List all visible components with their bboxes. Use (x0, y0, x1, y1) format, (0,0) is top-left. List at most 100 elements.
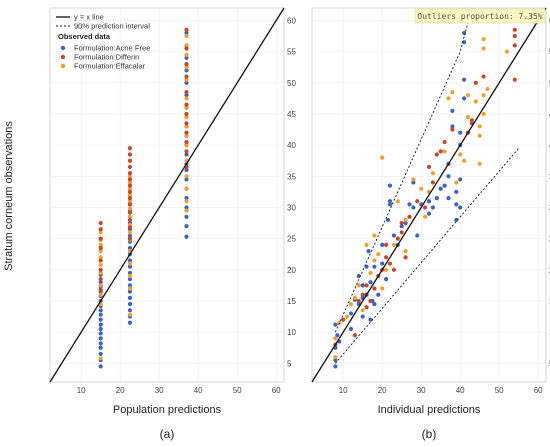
panel-b-point-differin (450, 127, 455, 132)
panel-b-point-differin (407, 214, 412, 219)
panel-a-point-differin (184, 74, 189, 79)
panel-b-point-differin (415, 199, 420, 204)
panel-b-point-effacalar (423, 214, 428, 219)
panel-a-point-differin (184, 121, 189, 126)
panel-a-point-effacalar (127, 206, 133, 211)
panel-a-point-effacalar (184, 124, 189, 129)
panel-a-point-acne-free (98, 364, 103, 369)
panel-b-point-differin (512, 77, 517, 82)
panel-a-identity-line (49, 7, 285, 383)
panel-b-point-acne-free (462, 77, 467, 82)
panel-b-point-effacalar (481, 46, 486, 51)
panel-b-identity-line (311, 7, 547, 383)
panel-a-point-differin (98, 227, 103, 232)
panel-b-point-acne-free (333, 364, 338, 369)
panel-b-x-tick-label: 10 (339, 386, 348, 395)
panel-b-point-acne-free (387, 199, 393, 204)
panel-a-point-acne-free (127, 277, 133, 282)
panel-a-point-effacalar (184, 33, 189, 39)
panel-b-x-tick-label: 20 (378, 386, 387, 395)
legend-line-label: y = x line (74, 13, 104, 22)
panel-b-point-acne-free (411, 205, 416, 210)
panel-a-point-effacalar (127, 192, 133, 198)
panel-a-point-differin (184, 111, 189, 117)
panel-b-point-acne-free (380, 242, 385, 247)
panel-b-point-differin (442, 139, 447, 145)
panel-a-point-acne-free (98, 308, 103, 313)
panel-a-ticks: 5 10 15 20 25 30 35 40 45 50 55 60 10 20 30 40 50 60 (77, 16, 297, 395)
panel-b-point-acne-free (454, 217, 459, 223)
panel-b-point-effacalar (430, 171, 435, 176)
panel-a-point-acne-free (184, 68, 189, 73)
panel-a-point-acne-free (127, 270, 133, 276)
panel-a-x-tick-label: 60 (272, 386, 281, 395)
panel-a-point-effacalar (98, 262, 103, 267)
panel-a-point-acne-free (98, 341, 103, 346)
panel-b-point-acne-free (462, 30, 467, 36)
panel-a-point-acne-free (98, 317, 103, 322)
panel-b-point-effacalar (454, 180, 459, 185)
panel-a-point-acne-free (184, 234, 189, 239)
panel-a-point-effacalar (127, 174, 133, 179)
panel-a-point-differin (127, 202, 133, 207)
panel-b-point-effacalar (372, 233, 377, 238)
panel-b-point-acne-free (384, 277, 389, 282)
panel-a-point-acne-free (98, 345, 103, 350)
panel-a-point-effacalar (184, 77, 189, 82)
legend: y = x line 90% prediction interval Obser… (56, 13, 150, 71)
panel-a-point-acne-free (184, 177, 189, 182)
panel-a-point-differin (184, 139, 189, 145)
panel-b-point-effacalar (345, 314, 350, 319)
panel-a-point-acne-free (98, 331, 103, 336)
panel-b-point-acne-free (385, 217, 391, 223)
panel-a-y-tick-label: 10 (287, 328, 296, 337)
panel-b-point-acne-free (446, 174, 451, 179)
panel-b-point-effacalar (465, 93, 471, 98)
panel-b-point-differin (399, 230, 404, 235)
panel-a-grid (50, 8, 284, 382)
panel-a-point-effacalar (184, 143, 189, 148)
panel-b-point-effacalar (384, 267, 389, 272)
panel-b-point-effacalar (462, 158, 467, 163)
panel-b-point-acne-free (434, 196, 439, 201)
panel-b-point-effacalar (380, 155, 385, 160)
panel-a-point-differin (127, 183, 133, 188)
panel-b-point-acne-free (360, 283, 365, 288)
panel-b-point-acne-free (387, 183, 393, 188)
panel-a-point-acne-free (184, 93, 189, 98)
panel-a-y-tick-label: 60 (287, 16, 296, 25)
panel-a-y-tick-label: 5 (287, 359, 292, 368)
panel-a-point-differin (184, 46, 189, 51)
panel-b-point-acne-free (458, 177, 463, 182)
panel-b-point-acne-free (407, 202, 412, 207)
panel-a-point-effacalar (184, 174, 189, 179)
panel-a-point-effacalar (184, 65, 189, 70)
panel-b-point-acne-free (376, 292, 381, 297)
panel-a-point-acne-free (184, 196, 189, 201)
panel-b-point-effacalar (368, 270, 373, 276)
panel-b-point-acne-free (462, 96, 467, 101)
panel-b-point-effacalar (442, 149, 447, 154)
panel-b-point-differin (372, 286, 377, 291)
panel-b-point-acne-free (372, 264, 377, 269)
panel-b-point-acne-free (450, 108, 455, 113)
panel-b-point-effacalar (333, 354, 338, 360)
panel-a-point-effacalar (98, 242, 103, 247)
panel-b-point-acne-free (366, 249, 371, 254)
panel-a-point-differin (127, 217, 133, 223)
panel-b-point-effacalar (348, 301, 354, 307)
panel-a-x-tick-label: 50 (233, 386, 242, 395)
legend-effacalar-swatch (60, 63, 66, 69)
panel-a-point-differin (184, 102, 189, 107)
panel-a-point-acne-free (184, 167, 189, 173)
panel-b-point-acne-free (364, 264, 369, 269)
panel-a-point-effacalar (127, 273, 133, 279)
panel-a-x-tick-label: 30 (155, 386, 164, 395)
outliers-box (414, 8, 546, 24)
legend-observed-heading: Observed data (58, 32, 111, 41)
panel-a-point-effacalar (184, 186, 189, 191)
panel-b-point-differin (368, 298, 373, 304)
panel-b-point-differin (512, 33, 517, 39)
panel-a-y-tick-label: 35 (287, 172, 296, 181)
panel-a-y-tick-label: 20 (287, 266, 296, 275)
